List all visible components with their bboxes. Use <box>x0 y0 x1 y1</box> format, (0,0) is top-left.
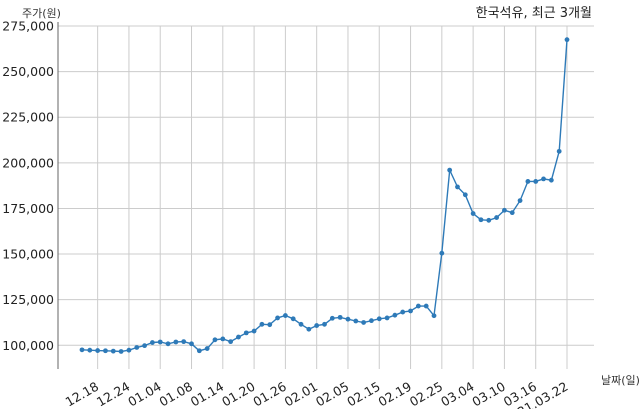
data-point <box>322 321 327 327</box>
data-point <box>134 345 140 350</box>
data-point <box>470 211 476 216</box>
data-point <box>282 313 288 318</box>
data-point <box>212 337 218 343</box>
data-point <box>103 348 108 354</box>
data-point <box>556 148 562 154</box>
data-point <box>384 315 390 321</box>
data-point <box>157 339 163 345</box>
data-point <box>142 343 147 349</box>
y-tick-label: 150,000 <box>2 247 54 262</box>
data-point <box>181 339 187 345</box>
data-point <box>533 179 539 184</box>
x-tick-label: 01.14 <box>188 379 227 409</box>
x-tick-label: 02.05 <box>313 379 352 409</box>
y-tick-label: 200,000 <box>2 155 54 170</box>
data-point <box>79 347 85 353</box>
x-tick-label: 12.24 <box>94 379 133 409</box>
data-point <box>236 334 241 340</box>
x-tick-label: 02.01 <box>282 379 321 409</box>
data-point <box>110 348 116 354</box>
data-point <box>423 303 429 309</box>
data-point <box>220 336 226 342</box>
data-point <box>251 328 257 334</box>
data-point <box>494 215 499 220</box>
data-point <box>408 308 413 314</box>
y-axis-label: 주가(원) <box>22 7 61 20</box>
data-point <box>376 316 382 322</box>
data-point <box>298 321 304 327</box>
x-tick-label: 02.15 <box>344 379 383 409</box>
data-point <box>275 315 280 321</box>
y-tick-label: 175,000 <box>2 201 54 216</box>
labels: 주가(원) 한국석유, 최근 3개월 날짜(일) <box>22 6 640 387</box>
series-line <box>81 39 568 353</box>
data-point <box>486 217 492 223</box>
data-point <box>392 312 398 318</box>
y-tick-label: 275,000 <box>2 19 54 34</box>
x-axis-label: 날짜(일) <box>601 373 640 387</box>
data-point <box>204 346 210 351</box>
x-tick-label: 02.19 <box>376 379 415 409</box>
data-point <box>541 176 546 182</box>
data-point <box>517 198 523 204</box>
x-tick-label: 03.04 <box>438 379 477 409</box>
y-tick-label: 250,000 <box>2 64 54 79</box>
data-point <box>415 303 421 309</box>
series <box>79 37 570 354</box>
x-tick-label: 01.26 <box>250 379 289 409</box>
data-point <box>525 179 531 184</box>
data-point <box>196 348 202 354</box>
data-point <box>150 340 155 345</box>
data-point <box>337 314 343 320</box>
data-point <box>509 210 515 216</box>
chart-title: 한국석유, 최근 3개월 <box>476 6 592 21</box>
data-point <box>478 217 484 223</box>
data-point <box>548 177 554 183</box>
data-point <box>306 326 312 332</box>
data-point <box>228 339 234 345</box>
data-point <box>462 192 468 198</box>
data-point <box>87 347 93 353</box>
data-point <box>189 341 194 347</box>
data-point <box>564 37 570 43</box>
data-point <box>431 313 437 319</box>
data-point <box>502 207 507 213</box>
data-point <box>243 330 249 336</box>
grid <box>58 25 594 369</box>
data-point <box>95 348 101 353</box>
data-point <box>259 321 265 327</box>
data-point <box>345 316 351 322</box>
y-tick-label: 100,000 <box>2 338 54 353</box>
y-tick-label: 125,000 <box>2 292 54 307</box>
y-tick-label: 225,000 <box>2 110 54 125</box>
data-point <box>447 167 453 173</box>
x-tick-label: 01.20 <box>219 379 258 409</box>
data-point <box>267 322 273 328</box>
data-point <box>353 318 359 324</box>
data-point <box>290 316 296 322</box>
data-point <box>118 349 124 354</box>
data-point <box>439 250 445 256</box>
x-tick-label: 12.18 <box>63 379 102 409</box>
x-tick-label: 03.10 <box>469 379 508 409</box>
data-point <box>329 315 335 321</box>
data-point <box>369 318 374 324</box>
x-tick-label: 01.08 <box>157 379 196 409</box>
data-point <box>126 347 132 353</box>
data-point <box>455 184 460 190</box>
data-point <box>400 309 406 315</box>
data-point <box>361 320 367 325</box>
data-point <box>314 323 320 328</box>
data-point <box>173 339 179 345</box>
x-tick-label: 02.25 <box>407 379 446 409</box>
x-tick-label: 01.04 <box>125 379 164 409</box>
data-point <box>165 341 171 347</box>
